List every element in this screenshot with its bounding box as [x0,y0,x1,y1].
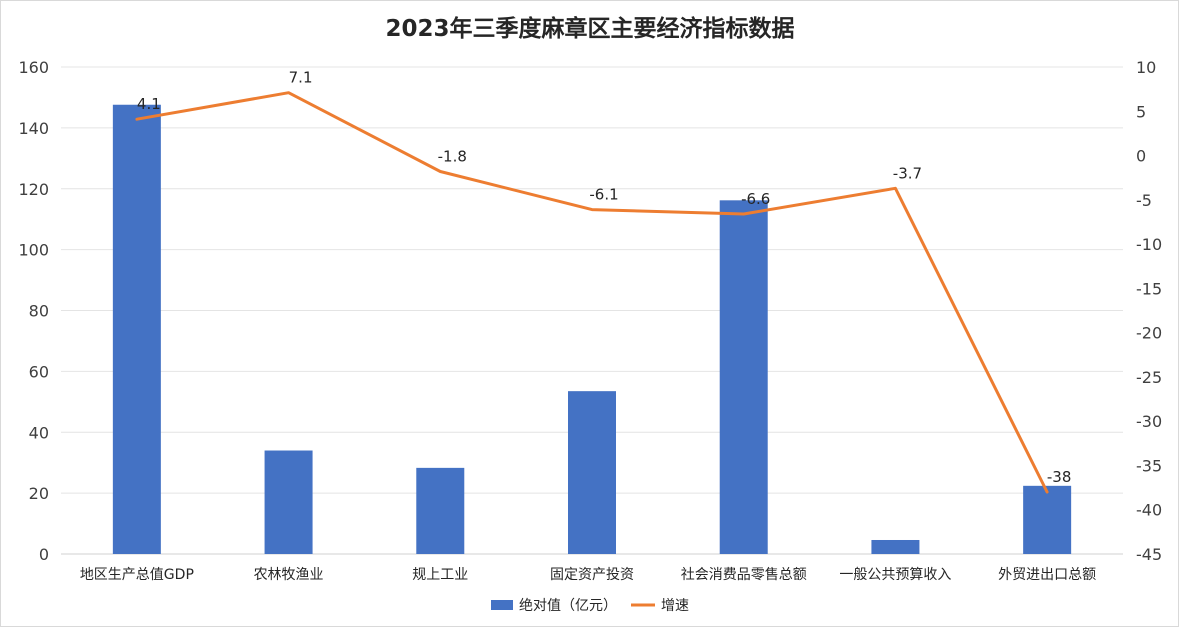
left-tick-label: 20 [29,484,49,503]
right-axis-ticks: -45 -40 -35 -30 -25 -20 -15 -10 -5 0 5 10 [1136,58,1162,564]
left-tick-label: 60 [29,362,49,381]
right-tick-label: 10 [1136,58,1156,77]
category-label: 固定资产投资 [550,567,634,583]
bar [568,391,616,554]
category-label: 外贸进出口总额 [998,567,1096,583]
legend-bar-swatch [491,600,513,610]
left-tick-label: 80 [29,302,49,321]
legend: 绝对值（亿元） 增速 [491,598,689,614]
bar [112,104,161,555]
left-tick-label: 40 [29,423,49,442]
bar [264,450,313,554]
category-label: 地区生产总值GDP [80,567,194,583]
gridlines [61,66,1123,555]
legend-line-label: 增速 [661,598,689,614]
left-tick-label: 0 [39,545,49,564]
growth-data-label: 7.1 [289,69,313,87]
bar-series [112,104,1072,555]
right-tick-label: -5 [1136,191,1152,210]
right-tick-label: 0 [1136,147,1146,166]
growth-data-label: -6.6 [741,190,770,208]
left-tick-label: 120 [18,180,49,199]
category-label: 一般公共预算收入 [839,567,951,583]
right-tick-label: -15 [1136,279,1162,298]
category-label: 农林牧渔业 [254,567,324,583]
growth-data-label: -1.8 [438,147,467,165]
bar [416,467,465,554]
bar [719,200,768,554]
left-tick-label: 160 [18,58,49,77]
legend-bar-label: 绝对值（亿元） [519,598,617,614]
left-axis-ticks: 0 20 40 60 80 100 120 140 160 [18,58,49,564]
bar [871,539,920,554]
right-tick-label: -20 [1136,324,1162,343]
right-tick-label: -10 [1136,235,1162,254]
category-axis-labels: 地区生产总值GDP 农林牧渔业 规上工业 固定资产投资 社会消费品零售总额 一般公共预算收… [80,567,1096,583]
left-tick-label: 100 [18,241,49,260]
right-tick-label: 5 [1136,102,1146,121]
left-tick-label: 140 [18,119,49,138]
right-tick-label: -25 [1136,368,1162,387]
category-label: 社会消费品零售总额 [681,567,807,583]
growth-data-label: -38 [1047,468,1072,486]
right-tick-label: -35 [1136,456,1162,475]
right-tick-label: -30 [1136,412,1162,431]
growth-data-label: -3.7 [893,164,922,182]
line-series: 4.1 7.1 -1.8 -6.1 -6.6 -3.7 -38 [135,69,1072,494]
right-tick-label: -40 [1136,501,1162,520]
right-tick-label: -45 [1136,545,1162,564]
growth-line [135,91,1049,494]
growth-data-label: -6.1 [589,186,618,204]
growth-data-label: 4.1 [137,95,161,113]
bar [1023,485,1072,554]
chart-title: 2023年三季度麻章区主要经济指标数据 [385,15,794,42]
category-label: 规上工业 [412,567,468,583]
